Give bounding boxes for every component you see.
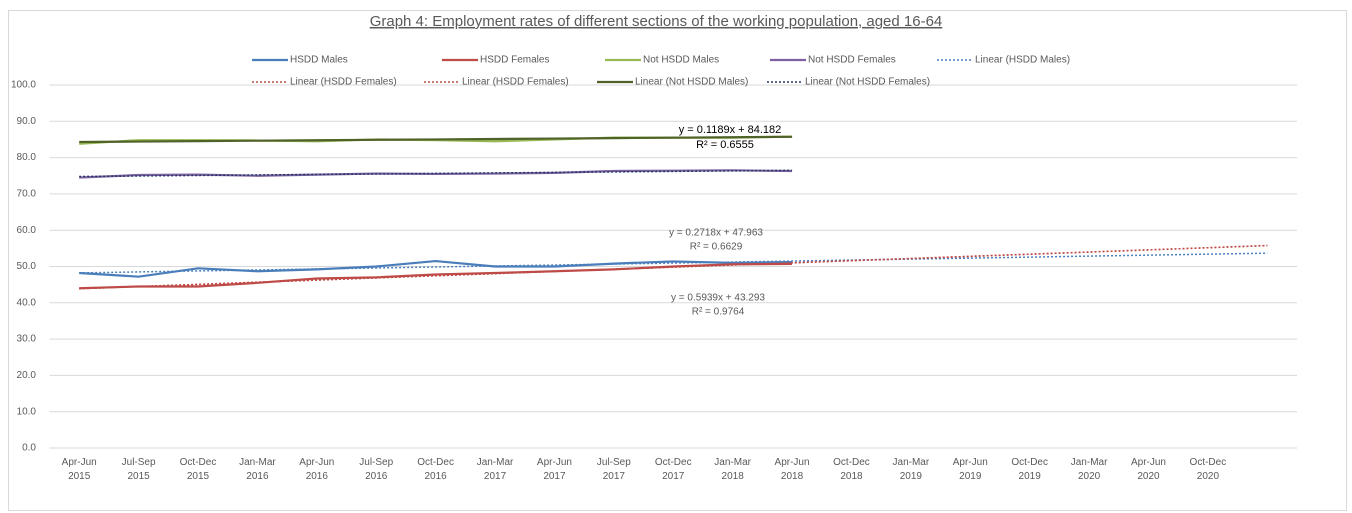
annotation: y = 0.2718x + 47.963 [669,228,763,239]
x-tick-label: Oct-Dec 2016 [417,457,454,482]
annotation: R² = 0.6629 [690,242,743,253]
y-tick-label: 70.0 [17,189,37,200]
chart-title: Graph 4: Employment rates of different s… [370,13,943,30]
y-tick-label: 80.0 [17,152,37,163]
y-tick-label: 50.0 [17,261,37,272]
y-tick-label: 10.0 [17,406,37,417]
legend-label: HSDD Males [290,55,348,66]
legend-label: Linear (HSDD Males) [975,55,1070,66]
x-tick-label: Oct-Dec 2020 [1189,457,1227,482]
annotation: R² = 0.6555 [696,139,754,151]
x-tick-label: Jan-Mar 2020 [1070,457,1108,482]
x-tick-label: Jan-Mar 2019 [892,457,930,482]
x-tick-label: Apr-Jun 2018 [774,457,810,482]
legend-label: Linear (Not HSDD Males) [635,77,748,88]
legend-label: Linear (HSDD Females) [462,77,569,88]
legend-label: Not HSDD Females [808,55,896,66]
x-tick-label: Apr-Jun 2016 [299,457,335,482]
legend-label: Not HSDD Males [643,55,719,66]
x-tick-label: Jul-Sep 2017 [596,457,631,482]
annotation: y = 0.1189x + 84.182 [679,124,782,136]
x-tick-label: Jan-Mar 2016 [239,457,276,482]
y-tick-label: 20.0 [17,370,37,381]
y-tick-label: 100.0 [11,80,36,91]
legend-label: Linear (Not HSDD Females) [805,77,930,88]
x-tick-label: Jan-Mar 2018 [714,457,751,482]
x-tick-label: Oct-Dec 2019 [1011,457,1048,482]
x-tick-label: Oct-Dec 2017 [654,457,692,482]
x-tick-label: Jul-Sep 2016 [359,457,394,482]
x-tick-label: Jul-Sep 2015 [121,457,156,482]
x-tick-label: Oct-Dec 2018 [833,457,870,482]
annotation: R² = 0.9764 [692,307,745,318]
y-tick-label: 0.0 [22,443,36,454]
series-line [79,262,793,290]
x-tick-label: Apr-Jun 2015 [61,457,97,482]
legend-label: HSDD Females [480,55,549,66]
series-line [79,259,793,278]
y-tick-label: 40.0 [17,297,37,308]
annotation: y = 0.5939x + 43.293 [671,293,765,304]
x-tick-label: Jan-Mar 2017 [476,457,514,482]
series-line [79,135,793,144]
y-tick-label: 90.0 [17,116,37,127]
legend-label: Linear (HSDD Females) [290,77,397,88]
y-tick-label: 60.0 [17,225,37,236]
y-tick-label: 30.0 [17,334,37,345]
series-line [79,169,793,178]
x-tick-label: Apr-Jun 2019 [952,457,988,482]
x-tick-label: Apr-Jun 2017 [536,457,572,482]
x-tick-label: Oct-Dec 2015 [179,457,217,482]
x-tick-label: Apr-Jun 2020 [1130,457,1166,482]
